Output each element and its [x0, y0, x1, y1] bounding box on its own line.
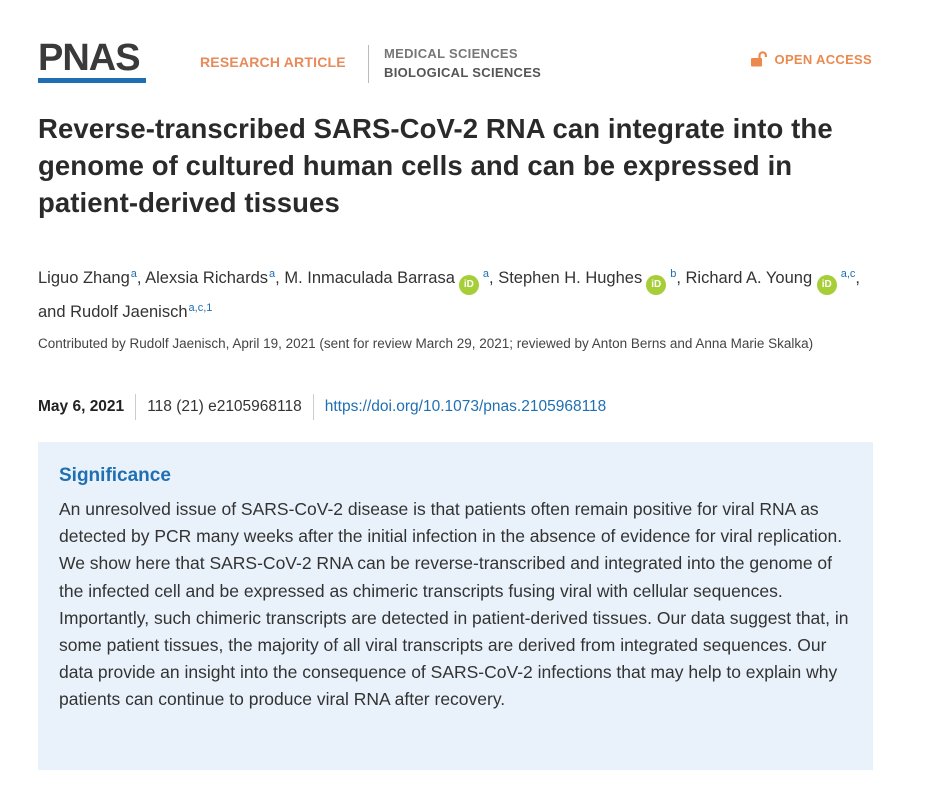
significance-heading: Significance: [59, 465, 171, 486]
open-access-label: OPEN ACCESS: [774, 51, 872, 67]
author-name[interactable]: Liguo Zhang: [38, 269, 130, 287]
subject-list: MEDICAL SCIENCES BIOLOGICAL SCIENCES: [384, 44, 541, 82]
pnas-logo[interactable]: PNAS: [38, 37, 148, 83]
doi-link[interactable]: https://doi.org/10.1073/pnas.2105968118: [324, 398, 607, 415]
significance-text: An unresolved issue of SARS-CoV-2 diseas…: [59, 499, 849, 710]
author-3[interactable]: M. Inmaculada Barrasa iDa: [284, 268, 490, 295]
author-4[interactable]: Stephen H. Hughes iDb: [498, 268, 677, 295]
subject-medical-sciences[interactable]: MEDICAL SCIENCES: [384, 46, 518, 61]
affiliation-marker[interactable]: a,c,1: [188, 302, 213, 314]
open-lock-icon: [750, 51, 767, 67]
author-5-orcid[interactable]: iDa,c: [816, 268, 856, 295]
affiliation-marker[interactable]: a: [130, 268, 137, 280]
author-name[interactable]: Rudolf Jaenisch: [70, 303, 188, 321]
author-name[interactable]: Alexsia Richards: [145, 269, 269, 287]
author-list: Liguo Zhanga, Alexsia Richardsa, M. Inma…: [38, 268, 860, 321]
significance-box: Significance An unresolved issue of SARS…: [38, 442, 873, 770]
pubinfo-divider: [312, 394, 314, 420]
affiliation-marker[interactable]: b: [670, 268, 677, 280]
logo-underline: [38, 78, 146, 83]
subject-biological-sciences[interactable]: BIOLOGICAL SCIENCES: [384, 65, 542, 80]
open-access-badge: OPEN ACCESS: [750, 51, 872, 67]
article-header: PNAS RESEARCH ARTICLE MEDICAL SCIENCES B…: [38, 37, 878, 88]
author-1[interactable]: Liguo Zhanga: [38, 268, 137, 287]
and-conjunction: and: [38, 303, 66, 321]
article-type-label[interactable]: RESEARCH ARTICLE: [200, 54, 346, 70]
author-2[interactable]: Alexsia Richardsa: [145, 268, 276, 287]
affiliation-marker[interactable]: a: [269, 268, 276, 280]
article-title: Reverse-transcribed SARS-CoV-2 RNA can i…: [38, 113, 833, 218]
author-5[interactable]: Richard A. Young: [686, 269, 813, 287]
author-name[interactable]: Stephen H. Hughes: [498, 269, 643, 287]
orcid-icon[interactable]: iD: [458, 275, 479, 295]
logo-text: PNAS: [38, 37, 141, 79]
publication-info: May 6, 2021 118 (21) e2105968118 https:/…: [38, 394, 606, 420]
author-6[interactable]: Rudolf Jaenischa,c,1: [70, 302, 213, 321]
orcid-icon[interactable]: iD: [816, 275, 837, 295]
affiliation-marker[interactable]: a: [482, 268, 490, 280]
affiliation-marker[interactable]: a,c: [840, 268, 856, 280]
volume-issue: 118 (21) e2105968118: [147, 398, 302, 415]
contributed-statement: Contributed by Rudolf Jaenisch, April 19…: [38, 336, 814, 351]
pubinfo-divider: [135, 394, 137, 420]
publication-date: May 6, 2021: [38, 398, 125, 415]
author-name[interactable]: M. Inmaculada Barrasa: [284, 269, 455, 287]
orcid-icon[interactable]: iD: [646, 275, 667, 295]
header-divider: [368, 45, 369, 83]
author-name[interactable]: Richard A. Young: [685, 269, 813, 287]
